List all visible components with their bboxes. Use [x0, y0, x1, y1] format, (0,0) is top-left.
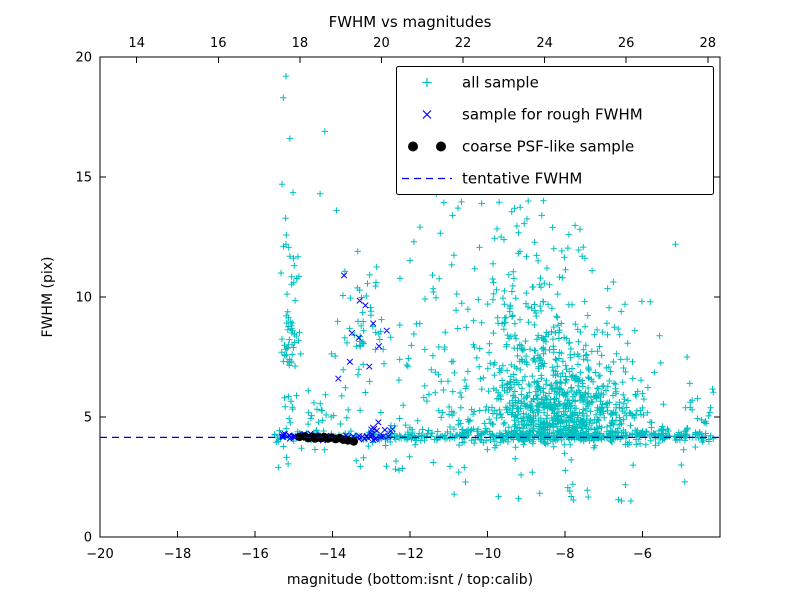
x-top-tick-label: 22 — [455, 36, 472, 51]
legend-x-icon — [422, 110, 432, 119]
x-bottom-tick-label: −18 — [164, 547, 191, 562]
data-layer — [100, 73, 720, 505]
psf-sample-point — [349, 437, 358, 446]
x-top-tick-label: 28 — [699, 36, 716, 51]
legend-item-label: all sample — [462, 74, 539, 92]
x-bottom-tick-label: −20 — [86, 547, 113, 562]
series-all-sample — [271, 73, 717, 505]
legend-item-label: sample for rough FWHM — [462, 106, 643, 124]
y-tick-label: 0 — [84, 531, 92, 546]
y-tick-label: 10 — [75, 291, 92, 306]
legend-item-label: coarse PSF-like sample — [462, 138, 634, 156]
x-top-tick-label: 14 — [128, 36, 145, 51]
legend-item-3: coarse PSF-like sample — [408, 138, 634, 156]
axes-frame — [99, 56, 721, 538]
series-all-sample-markers — [271, 73, 717, 505]
x-top-tick-label: 24 — [536, 36, 553, 51]
legend-item-label: tentative FWHM — [462, 170, 582, 188]
legend-dot-icon — [408, 141, 418, 152]
legend-dot-icon — [436, 141, 446, 152]
x-bottom-tick-label: −16 — [241, 547, 268, 562]
x-bottom-tick-label: −10 — [474, 547, 501, 562]
legend-plus-icon — [422, 78, 432, 87]
x-bottom-tick-label: −6 — [633, 547, 652, 562]
y-tick-label: 5 — [84, 411, 92, 426]
plot-title: FWHM vs magnitudes — [329, 13, 492, 31]
y-tick-label: 15 — [75, 171, 92, 186]
x-top-tick-label: 26 — [618, 36, 635, 51]
legend-box — [396, 66, 714, 195]
x-axis-label: magnitude (bottom:isnt / top:calib) — [287, 572, 533, 588]
x-bottom-tick-label: −12 — [396, 547, 423, 562]
x-bottom-tick-label: −14 — [319, 547, 346, 562]
x-bottom-tick-label: −8 — [555, 547, 574, 562]
x-top-tick-label: 16 — [210, 36, 227, 51]
legend-item-4: tentative FWHM — [402, 170, 582, 188]
y-axis-label: FWHM (pix) — [40, 257, 56, 338]
y-tick-label: 20 — [75, 51, 92, 66]
legend-item-2: sample for rough FWHM — [422, 106, 643, 124]
ticks-layer: −20 −18 −16 −14 −12 −10 −8 −6 14 16 18 20 22 24 26 28 0 5… — [75, 36, 720, 562]
legend-item-1: all sample — [422, 74, 539, 92]
x-top-tick-label: 18 — [292, 36, 309, 51]
x-top-tick-label: 20 — [373, 36, 390, 51]
legend: all sample sample for rough FWHM coarse PS… — [396, 66, 714, 195]
